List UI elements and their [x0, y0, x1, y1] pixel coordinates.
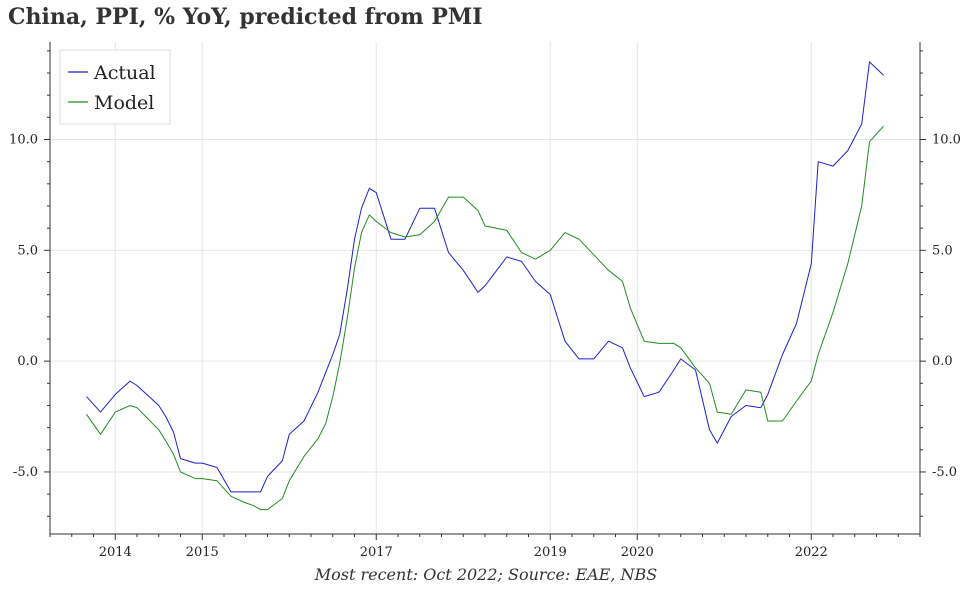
source-caption: Most recent: Oct 2022; Source: EAE, NBS	[314, 565, 658, 584]
legend-box	[59, 49, 171, 125]
legend-label-actual: Actual	[93, 62, 156, 84]
y-tick-label-left: -5.0	[13, 465, 38, 480]
x-tick-label: 2017	[360, 545, 393, 560]
x-tick-label: 2022	[795, 545, 828, 560]
y-tick-label-right: 10.0	[932, 133, 961, 148]
y-tick-label-left: 5.0	[17, 243, 38, 258]
chart-title: China, PPI, % YoY, predicted from PMI	[8, 4, 483, 30]
x-tick-label: 2014	[99, 545, 132, 560]
series-lines	[86, 61, 884, 511]
y-tick-label-left: 10.0	[9, 133, 38, 148]
y-tick-label-left: 0.0	[17, 354, 38, 369]
y-tick-label-right: -5.0	[932, 465, 957, 480]
y-tick-label-right: 5.0	[932, 243, 953, 258]
series-line-model	[86, 125, 884, 511]
y-tick-label-right: 0.0	[932, 354, 953, 369]
axes	[49, 42, 921, 535]
series-line-actual	[86, 61, 884, 493]
x-tick-label: 2019	[534, 545, 567, 560]
grid	[50, 42, 920, 534]
legend-label-model: Model	[94, 92, 154, 114]
ticks: -5.0 -5.0 0.0 0.0 5.0 5.0 10.0 10.0 2014 2015 2017…	[9, 50, 961, 560]
legend: Actual Model	[59, 49, 171, 125]
x-tick-label: 2020	[621, 545, 654, 560]
x-tick-label: 2015	[186, 545, 219, 560]
